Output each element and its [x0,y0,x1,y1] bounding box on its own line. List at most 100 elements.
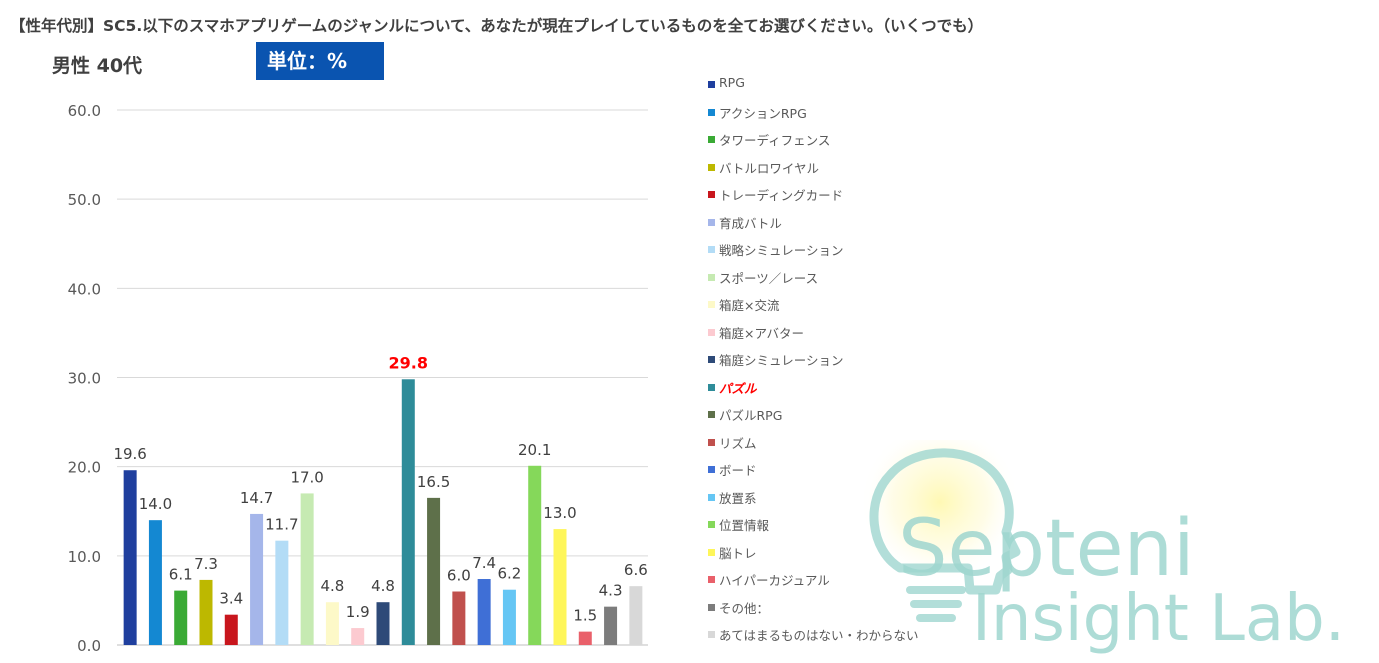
legend-label: あてはまるものはない・わからない [719,628,919,643]
value-label-12: 29.8 [389,353,428,372]
bar-14 [452,591,466,645]
legend-swatch [708,383,715,391]
legend-swatch [708,603,715,611]
legend-swatch [708,273,715,281]
legend-label: その他： [719,600,770,616]
y-tick-label: 20.0 [68,459,101,477]
bar-4 [199,579,213,645]
legend-swatch [708,548,715,556]
legend-swatch [708,631,715,638]
bar-5 [224,614,238,645]
legend-swatch [708,493,715,501]
y-tick-label: 10.0 [68,548,101,566]
bar-8 [300,493,314,645]
bar-1 [123,470,137,645]
bar-16 [502,589,516,645]
value-label-17: 20.1 [518,441,551,459]
value-label-7: 11.7 [265,516,298,534]
value-label-19: 1.5 [573,607,597,625]
chart-title: 【性年代別】SC5.以下のスマホアプリゲームのジャンルについて、あなたが現在プレ… [10,17,984,35]
legend-swatch [708,246,715,253]
legend-label: スポーツ／レース [719,270,819,286]
bar-13 [427,497,441,645]
bar-chart: 0.010.020.030.040.050.060.0 19.614.06.17… [68,102,648,655]
bar-11 [376,602,390,645]
legend-label: パズルRPG [719,408,783,423]
legend-swatch [708,108,715,116]
bar-3 [174,590,188,645]
legend-swatch [708,521,715,528]
legend-swatch [708,466,715,473]
value-label-9: 4.8 [320,577,344,595]
bar-21 [629,586,643,645]
value-label-21: 6.6 [624,561,648,579]
legend-swatch [708,438,715,446]
value-label-14: 6.0 [447,567,471,585]
legend-swatch [708,576,715,583]
value-label-20: 4.3 [599,582,623,600]
bar-19 [578,631,592,645]
value-label-1: 19.6 [113,445,146,463]
value-label-16: 6.2 [497,565,521,583]
y-tick-label: 30.0 [68,370,101,388]
legend-label: 箱庭×アバター [719,325,804,341]
value-label-11: 4.8 [371,577,395,595]
value-label-10: 1.9 [346,603,370,621]
legend-label: バトルロワイヤル [719,160,820,176]
value-label-5: 3.4 [219,590,243,608]
bars [123,379,643,645]
value-label-3: 6.1 [169,566,193,584]
y-tick-label: 40.0 [68,280,101,298]
y-axis-ticks: 0.0 10.0 20.0 30.0 40.0 50.0 60.0 [68,102,101,655]
legend-swatch [708,411,715,418]
value-label-2: 14.0 [139,495,172,513]
legend-label: リズム [719,435,757,451]
value-label-18: 13.0 [543,504,576,522]
bar-6 [250,513,264,645]
bar-15 [477,579,491,645]
legend-label: 育成バトル [719,215,782,231]
value-label-6: 14.7 [240,489,273,507]
legend-label: 位置情報 [719,518,770,533]
legend-label: 箱庭×交流 [719,298,780,313]
legend-swatch [708,81,715,88]
bar-17 [528,465,542,645]
legend-label: トレーディングカード [719,188,844,203]
y-tick-label: 50.0 [68,191,101,209]
legend-label: ハイパーカジュアル [719,573,830,588]
legend-swatch [708,356,715,363]
legend-label: 放置系 [719,490,757,506]
segment-label: 男性 40代 [52,55,143,77]
legend-swatch [708,218,715,226]
septeni-insight-lab-logo: Septeni Insight Lab. [860,440,1345,656]
legend-swatch [708,136,715,143]
legend-label: パズル [719,380,757,396]
legend-label: タワーディフェンス [719,133,831,148]
bar-12 [401,379,415,645]
watermark-line1: Septeni [898,504,1195,594]
legend-swatch [708,301,715,308]
bar-18 [553,529,567,645]
legend-label: 戦略シミュレーション [719,243,844,258]
bar-2 [148,520,162,645]
bar-20 [604,606,618,645]
legend-label: ボード [719,463,757,478]
legend-label: RPG [719,75,745,90]
value-labels: 19.6 14.0 6.17.33.4 14.7 11.7 17.0 4.81.94.8 29… [113,353,647,624]
value-label-4: 7.3 [194,555,218,573]
value-label-13: 16.5 [417,473,450,491]
bar-7 [275,540,289,645]
y-tick-label: 0.0 [77,637,101,655]
legend-label: アクションRPG [719,105,807,121]
legend-label: 脳トレ [719,545,757,561]
y-tick-label: 60.0 [68,102,101,120]
legend-swatch [708,191,715,198]
bar-10 [351,628,365,645]
watermark-line2: Insight Lab. [972,582,1345,656]
value-label-15: 7.4 [472,554,496,572]
legend-swatch [708,328,715,336]
bar-9 [325,602,339,645]
legend-swatch [708,163,715,171]
unit-badge: 単位：% [256,42,384,80]
value-label-8: 17.0 [290,468,323,486]
